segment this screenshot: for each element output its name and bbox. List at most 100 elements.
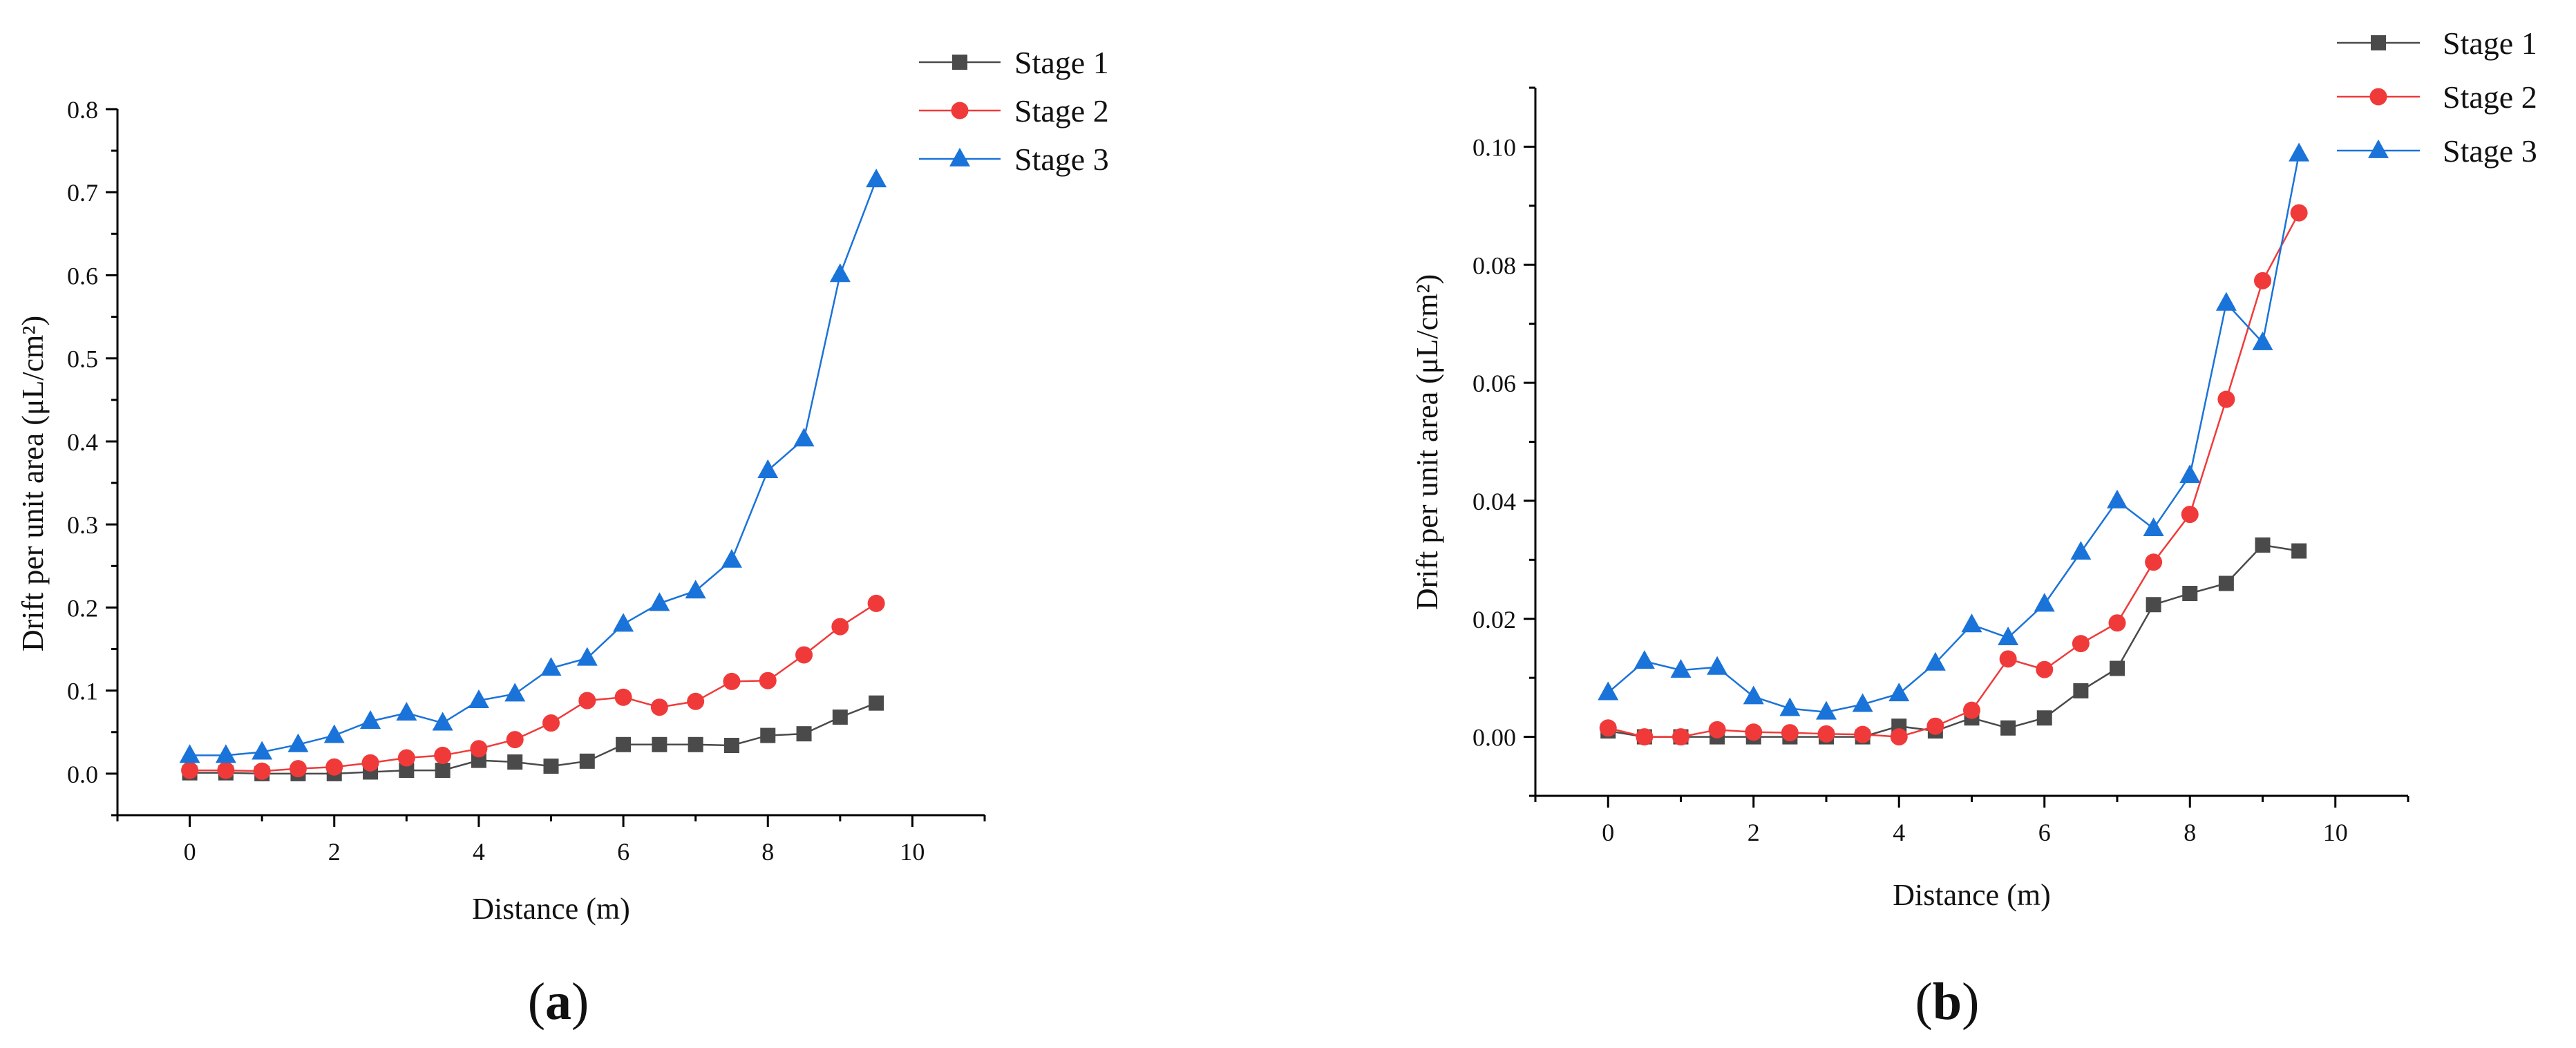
data-point — [2290, 204, 2308, 222]
data-point — [323, 724, 345, 743]
data-point — [507, 754, 523, 770]
legend-label: Stage 2 — [2443, 79, 2537, 115]
data-point — [2217, 390, 2235, 408]
data-point — [795, 646, 813, 664]
data-point — [1743, 685, 1764, 705]
legend-label: Stage 2 — [1014, 93, 1109, 128]
data-point — [1779, 697, 1801, 716]
series-stage-1 — [1600, 537, 2307, 745]
data-point — [832, 709, 848, 725]
data-point — [1707, 656, 1728, 675]
data-point — [2070, 541, 2092, 560]
data-point — [217, 761, 235, 779]
y-tick-label: 0.0 — [67, 761, 98, 788]
series-stage-3 — [1598, 142, 2310, 720]
x-tick-label: 4 — [1893, 819, 1905, 846]
data-point — [649, 592, 670, 611]
data-point — [1781, 724, 1799, 742]
data-point — [2072, 635, 2090, 653]
data-point — [181, 761, 199, 779]
data-point — [1852, 693, 1873, 712]
data-point — [614, 688, 632, 706]
legend-label: Stage 1 — [2443, 26, 2537, 61]
y-tick-label: 0.02 — [1472, 606, 1516, 633]
data-point — [685, 580, 706, 599]
data-point — [506, 731, 524, 749]
data-point — [576, 647, 598, 666]
data-point — [2000, 720, 2016, 736]
series-line — [189, 179, 878, 756]
data-point — [361, 754, 379, 772]
data-point — [1890, 728, 1908, 746]
x-tick-label: 6 — [617, 838, 629, 866]
data-point — [1961, 613, 1982, 633]
data-point — [435, 763, 451, 779]
data-point — [540, 657, 562, 676]
y-axis-label: Drift per unit area (μL/cm²) — [16, 316, 50, 651]
data-point — [867, 594, 885, 612]
series-stage-3 — [179, 169, 887, 763]
data-point — [757, 459, 779, 478]
data-point — [325, 758, 343, 776]
data-point — [360, 710, 381, 730]
y-tick-label: 0.2 — [67, 594, 98, 622]
data-point — [2182, 586, 2198, 602]
data-point — [2218, 575, 2234, 591]
legend-marker — [949, 147, 970, 166]
data-point — [759, 671, 777, 689]
data-point — [723, 672, 741, 690]
data-point — [399, 763, 415, 779]
y-tick-label: 0.6 — [67, 262, 98, 289]
legend-label: Stage 3 — [2443, 133, 2537, 169]
data-point — [1888, 683, 1910, 702]
y-tick-label: 0.4 — [67, 428, 98, 456]
data-point — [831, 618, 849, 636]
data-point — [578, 692, 596, 709]
legend-marker — [2368, 139, 2389, 158]
data-point — [2036, 660, 2054, 678]
series-stage-2 — [181, 594, 885, 780]
data-point — [215, 744, 236, 763]
data-point — [1745, 723, 1763, 741]
data-point — [253, 762, 271, 780]
data-point — [289, 760, 307, 778]
y-tick-label: 0.3 — [67, 511, 98, 539]
data-point — [1924, 651, 1946, 671]
legend-item: Stage 1 — [2337, 26, 2537, 61]
data-point — [866, 169, 887, 188]
data-point — [2252, 331, 2273, 350]
data-point — [1963, 701, 1980, 719]
data-point — [468, 689, 489, 708]
x-tick-label: 4 — [473, 838, 485, 866]
data-point — [1816, 701, 1837, 720]
data-point — [1672, 728, 1689, 746]
data-point — [542, 714, 560, 732]
data-point — [287, 733, 309, 752]
data-point — [2255, 537, 2271, 553]
y-tick-label: 0.1 — [67, 678, 98, 705]
series-line — [1608, 544, 2300, 738]
chart-panel-a: 0 2 4 6 8 10 0.0 0.1 0.2 0.3 0.4 0.5 0.6 0.7 0.8 Distan… — [16, 45, 1109, 1031]
data-point — [397, 749, 415, 767]
x-tick-label: 8 — [2184, 819, 2196, 846]
data-point — [652, 736, 667, 752]
data-point — [1670, 658, 1692, 678]
x-tick-label: 10 — [900, 838, 925, 866]
x-axis-label: Distance (m) — [1893, 878, 2050, 912]
legend-marker — [2369, 88, 2387, 106]
y-tick-label: 0.8 — [67, 96, 98, 124]
data-point — [1708, 721, 1726, 739]
data-point — [2291, 543, 2307, 559]
x-tick-label: 10 — [2323, 819, 2348, 846]
y-tick-label: 0.04 — [1472, 488, 1516, 515]
data-point — [471, 752, 486, 768]
data-point — [796, 726, 812, 742]
data-point — [760, 727, 776, 743]
data-point — [1636, 728, 1654, 746]
data-point — [2146, 597, 2161, 613]
data-point — [543, 759, 559, 774]
data-point — [504, 683, 526, 702]
data-point — [434, 746, 452, 764]
data-point — [1854, 725, 1872, 743]
